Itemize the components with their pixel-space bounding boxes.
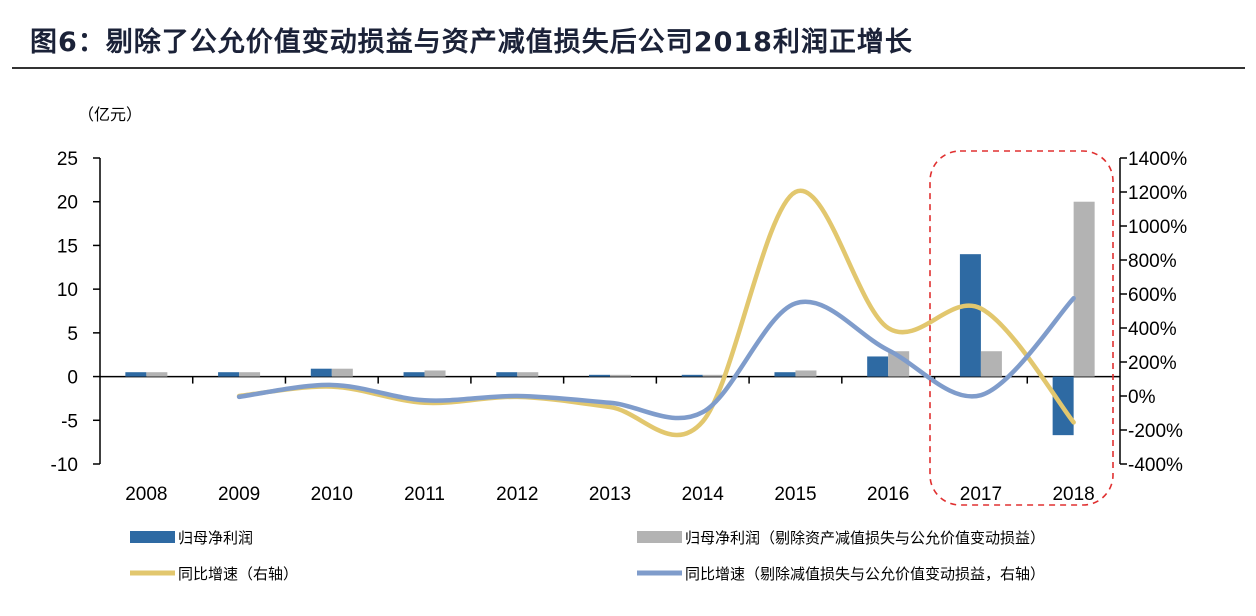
right-tick-label: -400%: [1128, 455, 1183, 476]
x-tick-label: 2016: [867, 484, 909, 505]
right-tick-label: 400%: [1128, 319, 1177, 340]
left-tick-label: 10: [57, 280, 78, 301]
legend-label: 归母净利润: [178, 529, 253, 547]
bar-net-profit: [681, 374, 703, 377]
bar-adjusted-net-profit: [980, 351, 1002, 377]
legend-label: 归母净利润（剔除资产减值损失与公允价值变动损益）: [685, 529, 1045, 547]
bar-net-profit: [496, 372, 518, 377]
left-tick-label: -5: [61, 411, 78, 432]
bar-net-profit: [774, 372, 796, 377]
left-tick-label: -10: [51, 455, 78, 476]
left-tick-label: 5: [67, 324, 78, 345]
bar-adjusted-net-profit: [610, 374, 631, 377]
left-tick-label: 25: [57, 149, 78, 170]
bar-net-profit: [589, 374, 610, 377]
x-tick-label: 2008: [125, 484, 167, 505]
adjusted-growth-line: [236, 296, 1076, 421]
right-tick-label: 1200%: [1128, 183, 1187, 204]
bar-adjusted-net-profit: [146, 372, 168, 377]
bar-net-profit: [959, 254, 981, 377]
bar-adjusted-net-profit: [517, 372, 539, 377]
legend-label: 同比增速（剔除减值损失与公允价值变动损益，右轴）: [685, 565, 1045, 583]
right-tick-label: 1000%: [1128, 217, 1187, 238]
left-tick-label: 15: [57, 236, 78, 257]
x-tick-label: 2017: [960, 484, 1002, 505]
legend-swatch: [637, 531, 682, 543]
bar-adjusted-net-profit: [702, 374, 724, 377]
x-tick-label: 2014: [682, 484, 725, 505]
bar-adjusted-net-profit: [1073, 201, 1095, 377]
bar-adjusted-net-profit: [331, 368, 353, 377]
x-tick-label: 2012: [496, 484, 538, 505]
x-tick-label: 2018: [1052, 484, 1094, 505]
x-tick-label: 2011: [404, 484, 445, 505]
title-divider: [12, 67, 1245, 69]
highlight-box: [929, 150, 1114, 506]
right-tick-label: -200%: [1128, 421, 1183, 442]
right-tick-label: 600%: [1128, 285, 1177, 306]
right-tick-label: 0%: [1128, 387, 1156, 408]
bar-net-profit: [867, 356, 889, 377]
bar-net-profit: [125, 372, 147, 377]
x-tick-label: 2013: [589, 484, 631, 505]
legend-swatch: [130, 531, 175, 543]
legend-label: 同比增速（右轴）: [178, 565, 298, 583]
bar-adjusted-net-profit: [795, 370, 817, 377]
left-tick-label: 0: [67, 368, 78, 389]
right-tick-label: 200%: [1128, 353, 1177, 374]
left-tick-label: 20: [57, 193, 78, 214]
growth-line: [236, 188, 1076, 438]
chart-title: 图6：剔除了公允价值变动损益与资产减值损失后公司2018利润正增长: [30, 27, 913, 58]
x-tick-label: 2009: [218, 484, 260, 505]
right-tick-label: 1400%: [1128, 149, 1187, 170]
bar-adjusted-net-profit: [239, 372, 261, 377]
y-axis-unit-label: （亿元）: [78, 105, 142, 124]
bar-net-profit: [218, 372, 240, 377]
bar-adjusted-net-profit: [424, 370, 446, 377]
bar-net-profit: [403, 372, 425, 377]
x-tick-label: 2010: [311, 484, 353, 505]
bar-net-profit: [310, 368, 332, 377]
x-tick-label: 2015: [774, 484, 816, 505]
right-tick-label: 800%: [1128, 251, 1177, 272]
